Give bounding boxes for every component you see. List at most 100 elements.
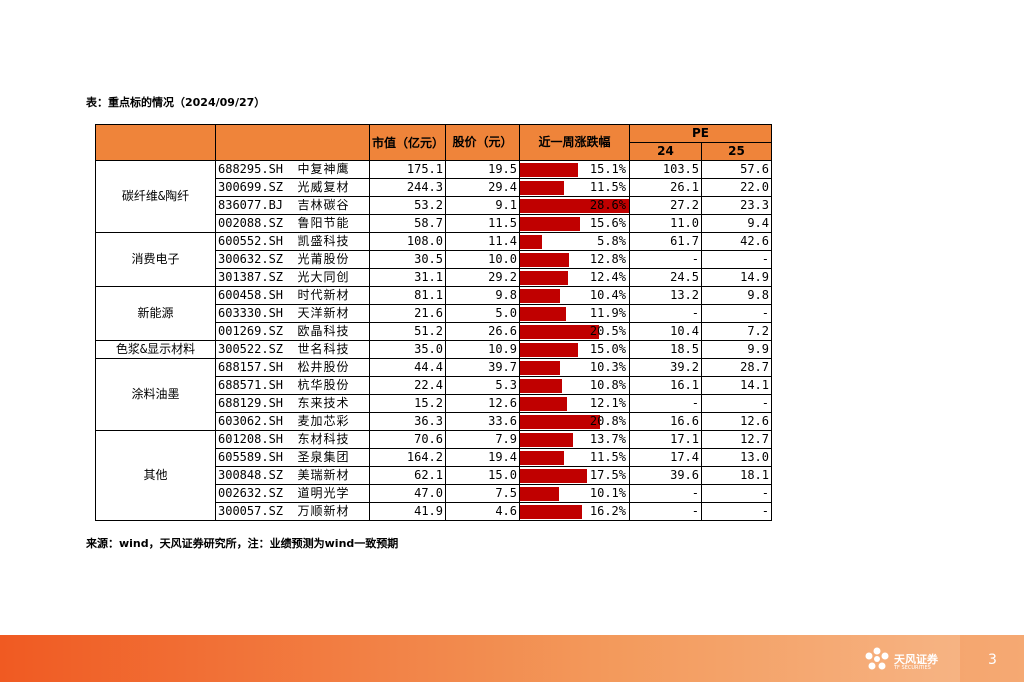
week-change-bar: [520, 487, 559, 501]
pe-2024: 27.2: [629, 196, 702, 215]
week-change-cell: 12.8%: [519, 250, 630, 269]
week-change-value: 10.3%: [589, 360, 626, 374]
week-change-bar: [520, 307, 566, 321]
week-change-cell: 15.0%: [519, 340, 630, 359]
category-cell: 碳纤维&陶纤: [95, 160, 216, 233]
stock-price: 10.0: [445, 250, 520, 269]
pe-2025: 9.8: [701, 286, 772, 305]
week-change-bar: [520, 505, 582, 519]
pe-2024: 103.5: [629, 160, 702, 179]
week-change-cell: 11.5%: [519, 448, 630, 467]
week-change-value: 20.5%: [589, 324, 626, 338]
footer-page-block: [960, 635, 1024, 682]
week-change-value: 16.2%: [589, 504, 626, 518]
category-cell: 色浆&显示材料: [95, 340, 216, 359]
market-cap: 41.9: [369, 502, 446, 521]
stock-name: 时代新材: [295, 286, 370, 305]
stock-name: 光莆股份: [295, 250, 370, 269]
pe-2025: -: [701, 502, 772, 521]
pe-2024: 39.6: [629, 466, 702, 485]
stock-name: 万顺新材: [295, 502, 370, 521]
table-row: 新能源 600458.SH 时代新材 81.1 9.8 10.4% 13.2 9.8: [95, 286, 772, 341]
stock-name: 东材科技: [295, 430, 370, 449]
market-cap: 22.4: [369, 376, 446, 395]
header-blank-1: [95, 124, 216, 161]
week-change-value: 12.1%: [589, 396, 626, 410]
stock-name: 欧晶科技: [295, 322, 370, 341]
week-change-cell: 13.7%: [519, 430, 630, 449]
week-change-value: 13.7%: [589, 432, 626, 446]
stock-name: 道明光学: [295, 484, 370, 503]
market-cap: 70.6: [369, 430, 446, 449]
pe-2024: 17.1: [629, 430, 702, 449]
stock-code: 300699.SZ: [215, 178, 296, 197]
week-change-value: 5.8%: [597, 234, 626, 248]
stock-name: 天洋新材: [295, 304, 370, 323]
week-change-value: 10.1%: [589, 486, 626, 500]
table-row: 涂料油墨 688157.SH 松井股份 44.4 39.7 10.3% 39.2 28.7: [95, 358, 772, 431]
week-change-value: 12.4%: [589, 270, 626, 284]
pe-2025: 13.0: [701, 448, 772, 467]
week-change-bar: [520, 325, 599, 339]
week-change-bar: [520, 181, 564, 195]
stock-price: 7.5: [445, 484, 520, 503]
table-row: 300848.SZ 美瑞新材 62.1 15.0 17.5% 39.6 18.1: [96, 466, 772, 485]
market-cap: 164.2: [369, 448, 446, 467]
footer-bar: [0, 635, 1024, 682]
category-cell: 涂料油墨: [95, 358, 216, 431]
market-cap: 53.2: [369, 196, 446, 215]
market-cap: 47.0: [369, 484, 446, 503]
week-change-cell: 5.8%: [519, 232, 630, 251]
table-row: 836077.BJ 吉林碳谷 53.2 9.1 28.6% 27.2 23.3: [96, 196, 772, 215]
stock-name: 美瑞新材: [295, 466, 370, 485]
stock-name: 中复神鹰: [295, 160, 370, 179]
stock-price: 19.5: [445, 160, 520, 179]
pe-2024: 10.4: [629, 322, 702, 341]
pe-2025: 14.9: [701, 268, 772, 287]
stock-code: 603330.SH: [215, 304, 296, 323]
stock-name: 世名科技: [295, 340, 370, 359]
pe-2024: 39.2: [629, 358, 702, 377]
week-change-cell: 20.5%: [519, 322, 630, 341]
table-row: 002088.SZ 鲁阳节能 58.7 11.5 15.6% 11.0 9.4: [96, 214, 772, 233]
pe-2024: -: [629, 394, 702, 413]
stock-code: 688571.SH: [215, 376, 296, 395]
pe-2024: -: [629, 304, 702, 323]
week-change-value: 17.5%: [589, 468, 626, 482]
stock-table: 市值（亿元） 股价（元） 近一周涨跌幅 PE 24 25 碳纤维&陶纤 68829…: [95, 124, 772, 521]
week-change-cell: 15.6%: [519, 214, 630, 233]
brand-sub: TF SECURITIES: [894, 665, 931, 671]
stock-price: 11.5: [445, 214, 520, 233]
table-row: 300057.SZ 万顺新材 41.9 4.6 16.2% - -: [96, 502, 772, 521]
brand-name: 天风证券: [894, 653, 938, 666]
header-pe24: 24: [629, 142, 702, 161]
category-cell: 其他: [95, 430, 216, 521]
week-change-bar: [520, 379, 562, 393]
page-number: 3: [988, 652, 997, 668]
market-cap: 30.5: [369, 250, 446, 269]
stock-name: 杭华股份: [295, 376, 370, 395]
week-change-cell: 10.3%: [519, 358, 630, 377]
stock-price: 5.0: [445, 304, 520, 323]
market-cap: 35.0: [369, 340, 446, 359]
week-change-bar: [520, 361, 560, 375]
week-change-bar: [520, 433, 573, 447]
stock-name: 麦加芯彩: [295, 412, 370, 431]
week-change-cell: 20.8%: [519, 412, 630, 431]
table-row: 688571.SH 杭华股份 22.4 5.3 10.8% 16.1 14.1: [96, 376, 772, 395]
week-change-bar: [520, 415, 600, 429]
pe-2025: 57.6: [701, 160, 772, 179]
pe-2025: -: [701, 394, 772, 413]
stock-code: 300057.SZ: [215, 502, 296, 521]
week-change-bar: [520, 253, 569, 267]
market-cap: 31.1: [369, 268, 446, 287]
market-cap: 15.2: [369, 394, 446, 413]
pe-2025: 18.1: [701, 466, 772, 485]
pe-2024: 11.0: [629, 214, 702, 233]
stock-name: 圣泉集团: [295, 448, 370, 467]
table-row: 300632.SZ 光莆股份 30.5 10.0 12.8% - -: [96, 250, 772, 269]
stock-code: 605589.SH: [215, 448, 296, 467]
stock-name: 凯盛科技: [295, 232, 370, 251]
stock-code: 301387.SZ: [215, 268, 296, 287]
header-price: 股价（元）: [445, 124, 520, 161]
